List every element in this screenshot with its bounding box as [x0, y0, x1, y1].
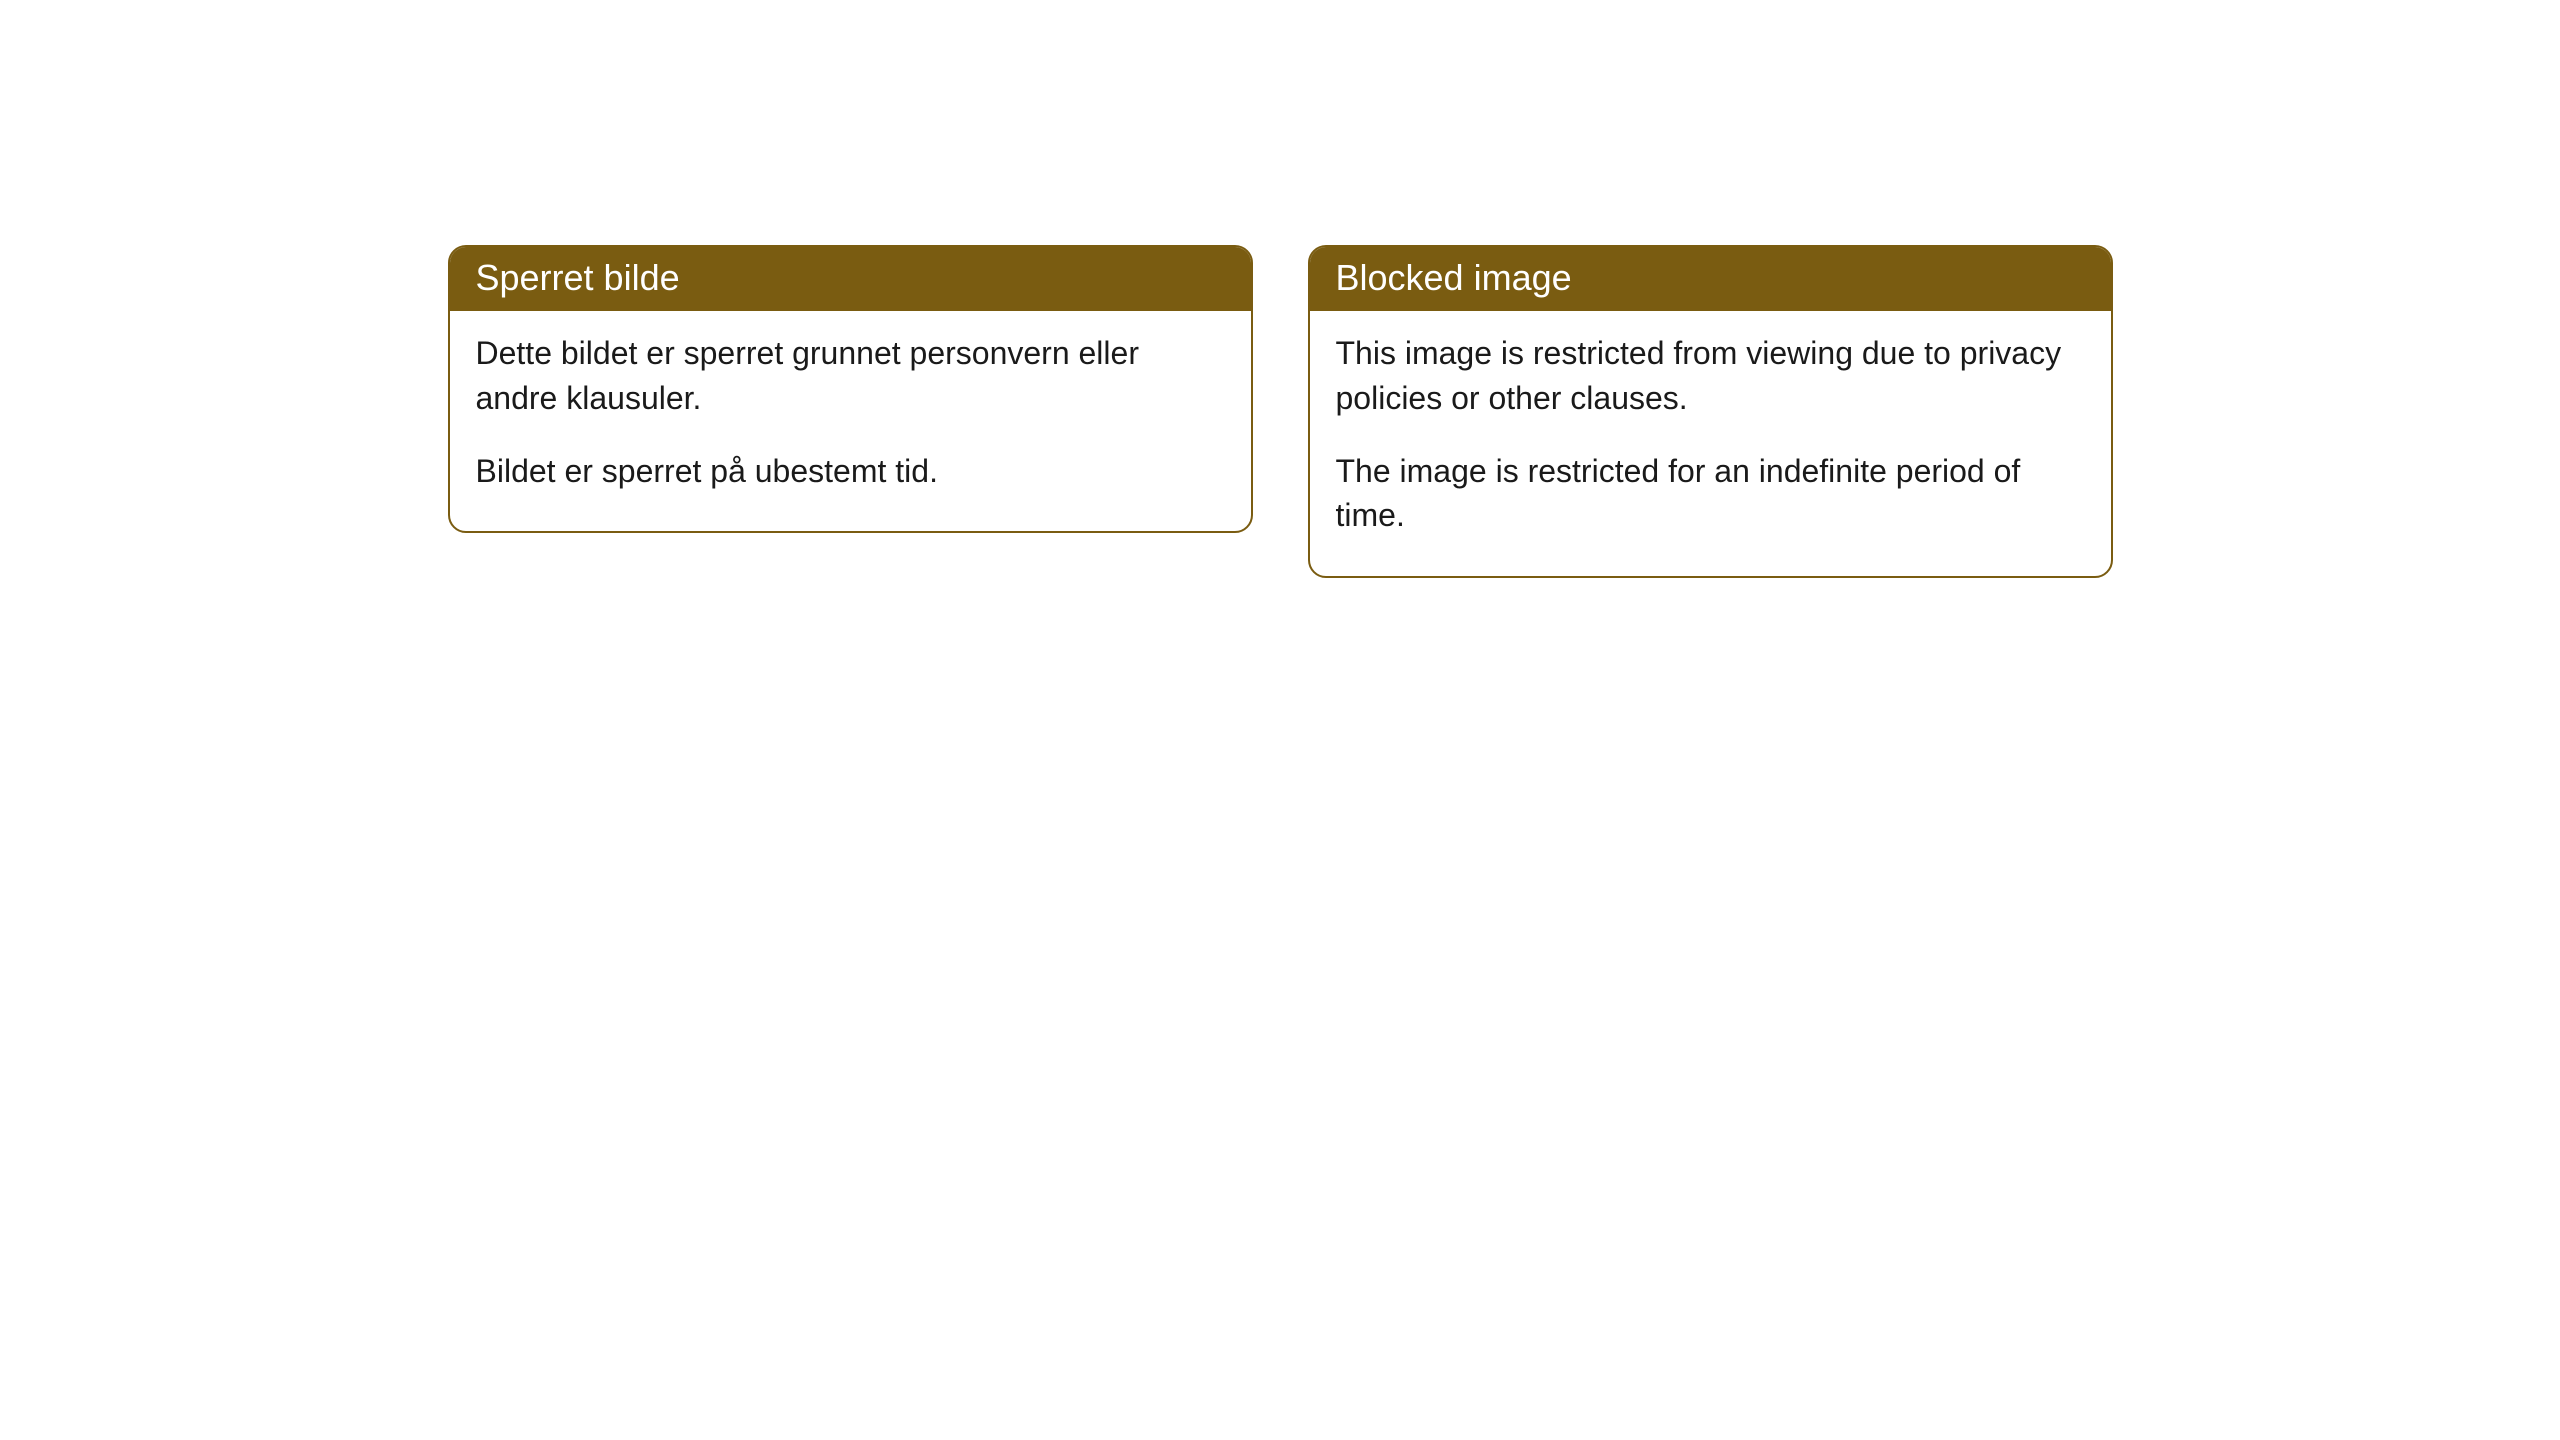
cards-container: Sperret bilde Dette bildet er sperret gr… — [448, 245, 2113, 1440]
card-header-english: Blocked image — [1310, 247, 2111, 311]
card-body-english: This image is restricted from viewing du… — [1310, 311, 2111, 576]
card-header-norwegian: Sperret bilde — [450, 247, 1251, 311]
card-paragraph-1: This image is restricted from viewing du… — [1336, 331, 2085, 421]
card-title: Blocked image — [1336, 257, 1572, 298]
card-norwegian: Sperret bilde Dette bildet er sperret gr… — [448, 245, 1253, 533]
card-paragraph-2: The image is restricted for an indefinit… — [1336, 449, 2085, 539]
card-english: Blocked image This image is restricted f… — [1308, 245, 2113, 578]
card-title: Sperret bilde — [476, 257, 680, 298]
card-body-norwegian: Dette bildet er sperret grunnet personve… — [450, 311, 1251, 531]
card-paragraph-1: Dette bildet er sperret grunnet personve… — [476, 331, 1225, 421]
card-paragraph-2: Bildet er sperret på ubestemt tid. — [476, 449, 1225, 494]
